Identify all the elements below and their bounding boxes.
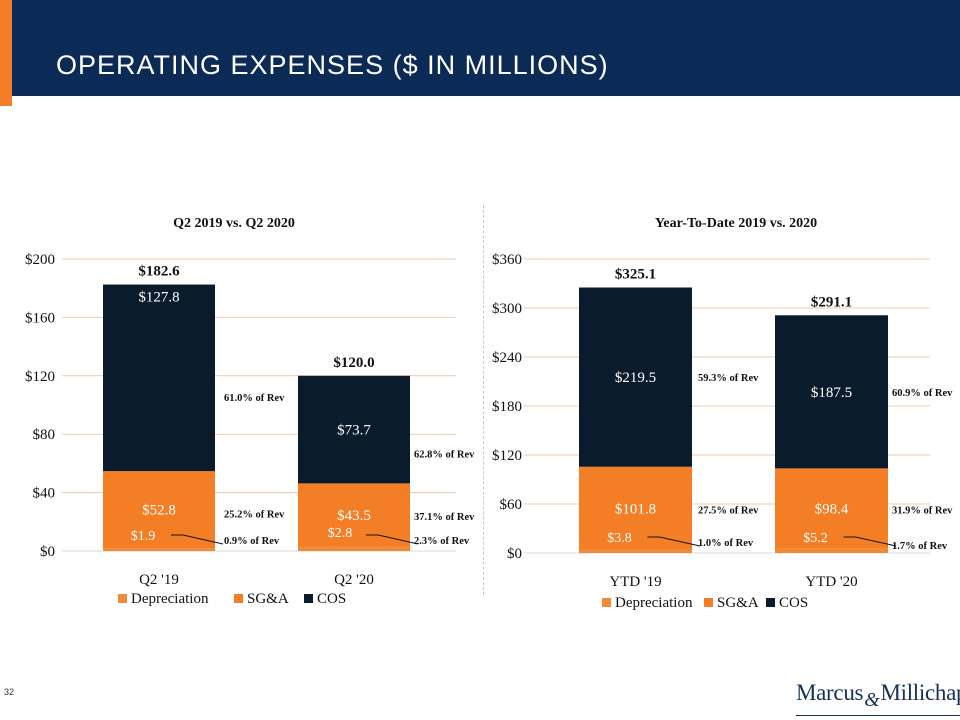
bar-total-label: $325.1 — [615, 267, 656, 283]
legend-swatch-depreciation — [602, 598, 611, 607]
bar-segment-depreciation — [579, 549, 692, 553]
pct-label-cos: 59.3% of Rev — [698, 373, 759, 384]
bar-label-sga: $43.5 — [337, 508, 371, 524]
bar-segment-sga — [103, 471, 215, 549]
pct-label-cos: 60.9% of Rev — [892, 388, 953, 399]
pct-label-cos: 62.8% of Rev — [414, 450, 475, 461]
y-tick-label: $120 — [492, 448, 522, 464]
bar-segment-cos — [579, 287, 692, 467]
pct-label-sga: 25.2% of Rev — [224, 510, 285, 521]
legend-swatch-cos — [766, 598, 775, 607]
leader-line — [647, 536, 701, 547]
x-category-label: YTD '20 — [805, 574, 857, 590]
bar-label-depreciation: $3.8 — [607, 531, 632, 546]
bar-segment-cos — [103, 284, 215, 472]
y-tick-label: $360 — [492, 252, 522, 268]
pct-label-sga: 27.5% of Rev — [698, 505, 759, 516]
page-title: OPERATING EXPENSES ($ IN MILLIONS) — [56, 50, 609, 80]
accent-stripe — [0, 0, 12, 106]
logo-ampersand: & — [864, 689, 880, 711]
leader-line — [366, 534, 419, 545]
company-logo: Marcus&Millichap — [796, 680, 960, 716]
y-tick-label: $80 — [33, 427, 56, 443]
bar-label-sga: $101.8 — [615, 501, 656, 517]
y-tick-label: $120 — [25, 369, 55, 385]
chart-q2: Q2 2019 vs. Q2 2020 $0 $40 $80 $120 $160 $200 $… — [25, 216, 475, 607]
header-bar — [0, 0, 960, 96]
legend-label-depreciation: Depreciation — [615, 595, 693, 611]
y-tick-label: $60 — [500, 497, 523, 513]
bar-total-label: $120.0 — [333, 355, 374, 371]
y-tick-label: $200 — [25, 252, 55, 268]
bar-segment-depreciation — [298, 546, 410, 551]
bar-segment-sga — [579, 466, 692, 550]
bar-segment-cos — [298, 375, 410, 484]
y-tick-label: $0 — [507, 546, 522, 562]
y-tick-label: $160 — [25, 310, 55, 326]
bar-segment-cos — [775, 315, 888, 469]
legend-swatch-sga — [234, 594, 243, 603]
legend-label-sga: SG&A — [247, 591, 289, 607]
bar-segment-depreciation — [103, 548, 215, 551]
y-tick-label: $40 — [33, 486, 56, 502]
bar-label-cos: $187.5 — [811, 385, 852, 401]
y-tick-label: $0 — [40, 544, 55, 560]
leader-line — [843, 536, 897, 547]
y-tick-label: $300 — [492, 301, 522, 317]
bar-label-cos: $127.8 — [138, 290, 179, 306]
x-category-label: YTD '19 — [609, 574, 661, 590]
leader-line — [171, 534, 224, 545]
bar-label-depreciation: $1.9 — [131, 529, 156, 544]
legend-swatch-sga — [704, 598, 713, 607]
chart-divider — [483, 205, 484, 595]
page-number: 32 — [4, 687, 15, 697]
logo-text-left: Marcus — [796, 680, 864, 705]
legend-label-sga: SG&A — [717, 595, 759, 611]
y-tick-label: $240 — [492, 350, 522, 366]
bar-label-depreciation: $2.8 — [328, 526, 353, 541]
bar-segment-depreciation — [775, 548, 888, 553]
chart-ytd: Year-To-Date 2019 vs. 2020 $0 $60 $120 $180 $… — [492, 216, 953, 611]
legend-label-depreciation: Depreciation — [131, 591, 209, 607]
bar-label-depreciation: $5.2 — [803, 531, 828, 546]
legend-swatch-cos — [304, 594, 313, 603]
x-category-label: Q2 '19 — [139, 572, 179, 588]
bar-segment-sga — [298, 483, 410, 547]
bar-segment-sga — [775, 468, 888, 549]
bar-label-cos: $219.5 — [615, 370, 656, 386]
bar-label-sga: $98.4 — [815, 502, 849, 518]
pct-label-sga: 37.1% of Rev — [414, 512, 475, 523]
bar-total-label: $291.1 — [811, 294, 852, 310]
pct-label-depreciation: 2.3% of Rev — [414, 536, 470, 547]
y-tick-label: $180 — [492, 399, 522, 415]
pct-label-depreciation: 1.7% of Rev — [892, 541, 948, 552]
bar-label-cos: $73.7 — [337, 423, 371, 439]
bar-label-sga: $52.8 — [142, 503, 176, 519]
chart-title: Q2 2019 vs. Q2 2020 — [173, 216, 295, 231]
pct-label-depreciation: 1.0% of Rev — [698, 538, 754, 549]
legend-label-cos: COS — [317, 591, 346, 607]
chart-title: Year-To-Date 2019 vs. 2020 — [655, 216, 817, 231]
bar-total-label: $182.6 — [138, 263, 180, 279]
x-category-label: Q2 '20 — [334, 572, 374, 588]
pct-label-depreciation: 0.9% of Rev — [224, 536, 280, 547]
logo-text-right: Millichap — [880, 680, 960, 705]
pct-label-cos: 61.0% of Rev — [224, 393, 285, 404]
pct-label-sga: 31.9% of Rev — [892, 506, 953, 517]
legend-label-cos: COS — [779, 595, 808, 611]
legend-swatch-depreciation — [118, 594, 127, 603]
